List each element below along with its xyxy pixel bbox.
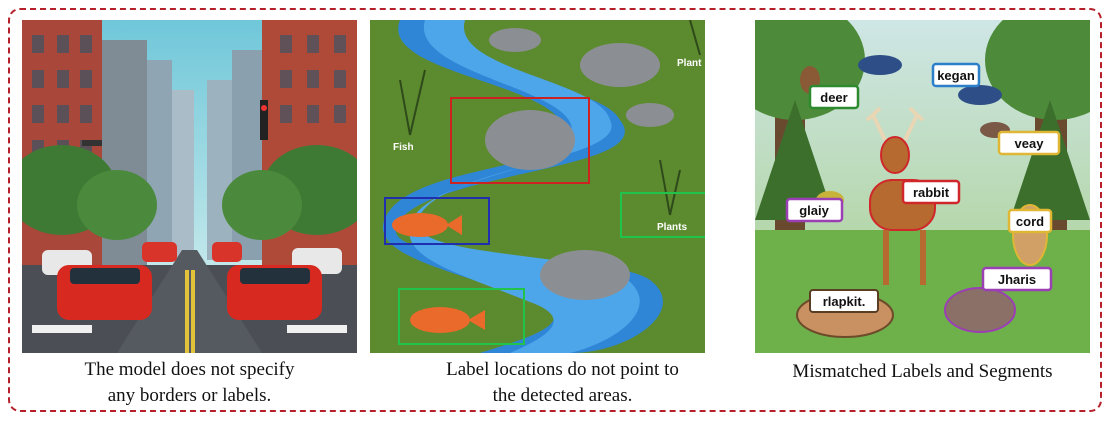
rabbit-label-text: rabbit — [913, 185, 950, 200]
panel-1-caption: The model does not specify any borders o… — [22, 357, 357, 409]
city-street-image — [22, 20, 357, 353]
glaiy-label-text: glaiy — [799, 203, 829, 218]
panel-2-caption-line-1: Label locations do not point to — [446, 359, 679, 380]
fish-bounding-box-blue — [384, 197, 490, 245]
rock-bounding-box — [450, 97, 590, 184]
rlapkit-label: rlapkit. — [809, 289, 879, 313]
fish-bounding-box-green — [398, 288, 525, 345]
panel-3-caption-line-1: Mismatched Labels and Segments — [792, 361, 1053, 382]
forest-animals-image: kegan deer veay rabbit glaiy cord Jharis — [755, 20, 1090, 353]
glaiy-label: glaiy — [785, 197, 844, 223]
kegan-label: kegan — [931, 62, 981, 88]
cord-label-text: cord — [1016, 214, 1044, 229]
panel-3-caption: Mismatched Labels and Segments — [755, 359, 1090, 385]
plants-label: Plants — [657, 222, 687, 233]
fish-label: Fish — [393, 142, 414, 153]
panel-1-caption-line-1: The model does not specify — [84, 359, 295, 380]
deer-label: deer — [808, 84, 860, 110]
panel-1-caption-line-2: any borders or labels. — [107, 385, 272, 406]
veay-label-text: veay — [1015, 136, 1045, 151]
jharis-label-text: Jharis — [998, 272, 1036, 287]
panel-2-caption-line-2: the detected areas. — [492, 385, 633, 406]
jharis-label: Jharis — [981, 266, 1053, 292]
cord-label: cord — [1007, 208, 1053, 234]
dashed-frame — [8, 8, 1102, 412]
veay-label: veay — [997, 130, 1061, 156]
deer-label-text: deer — [820, 90, 847, 105]
rabbit-label: rabbit — [901, 179, 961, 205]
river-image: Plant Fish Plants — [370, 20, 705, 353]
kegan-label-text: kegan — [937, 68, 975, 83]
plant-label: Plant — [677, 58, 702, 69]
rlapkit-label-text: rlapkit. — [823, 294, 866, 309]
plants-bounding-box — [620, 192, 705, 238]
panel-2-caption: Label locations do not point to the dete… — [395, 357, 730, 409]
